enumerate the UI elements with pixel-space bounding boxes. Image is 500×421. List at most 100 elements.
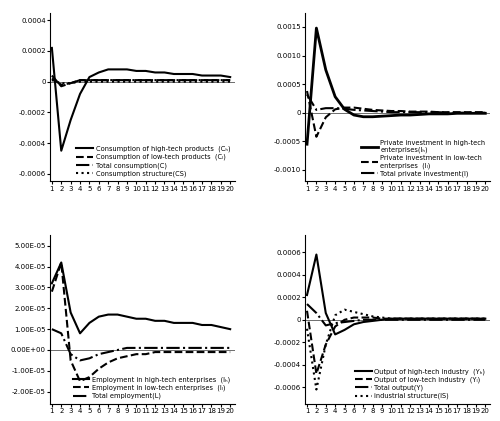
Total private investment(I) [360,108,366,113]
Consumption structure(CS) [58,81,64,86]
Consumption of low-tech products  (Cₗ) [152,77,158,83]
Output of high-tech industry  (Yₕ) [304,293,310,298]
Consumption structure(CS) [96,79,102,84]
Employment in low-tech enterprises  (lₗ) [124,354,130,359]
Private investment in low-tech
enterprises  (Iₗ) [360,106,366,111]
Consumption of high-tech products  (Cₕ) [77,91,83,96]
Total consumption(C) [227,77,233,83]
Total consumption(C) [152,77,158,83]
Consumption of high-tech products  (Cₕ) [49,45,55,51]
Employment in high-tech enterprises  (lₕ) [152,318,158,323]
Consumption structure(CS) [218,79,224,84]
Total private investment(I) [351,107,357,112]
Private investment in high-tech
enterprises(Iₕ) [332,94,338,99]
Line: Employment in high-tech enterprises  (lₕ): Employment in high-tech enterprises (lₕ) [52,262,230,333]
Total output(Y) [379,317,385,322]
Output of low-tech industry  (Yₗ) [304,308,310,313]
Private investment in low-tech
enterprises  (Iₗ) [388,109,394,114]
Total output(Y) [416,317,422,322]
Total private investment(I) [407,109,413,115]
Employment in high-tech enterprises  (lₕ) [49,281,55,286]
industrial structure(IS) [426,316,432,321]
Consumption of low-tech products  (Cₗ) [105,77,111,83]
Total private investment(I) [342,106,347,111]
Private investment in low-tech
enterprises  (Iₗ) [304,88,310,93]
Private investment in high-tech
enterprises(Iₕ) [464,111,469,116]
Total employment(L) [171,345,177,350]
Employment in low-tech enterprises  (lₗ) [171,349,177,354]
Private investment in high-tech
enterprises(Iₕ) [314,26,320,31]
Output of high-tech industry  (Yₕ) [426,316,432,321]
Consumption structure(CS) [152,79,158,84]
Total consumption(C) [190,77,196,83]
Total consumption(C) [208,77,214,83]
Output of low-tech industry  (Yₗ) [342,317,347,322]
Consumption structure(CS) [77,79,83,84]
Total output(Y) [332,321,338,326]
Line: industrial structure(IS): industrial structure(IS) [307,310,486,389]
Private investment in low-tech
enterprises  (Iₗ) [407,109,413,114]
Total employment(L) [199,345,205,350]
Line: Total consumption(C): Total consumption(C) [52,79,230,85]
Consumption of low-tech products  (Cₗ) [134,77,140,83]
Employment in high-tech enterprises  (lₕ) [180,320,186,325]
Consumption structure(CS) [180,79,186,84]
Output of high-tech industry  (Yₕ) [473,316,479,321]
Total consumption(C) [68,81,73,86]
Employment in high-tech enterprises  (lₕ) [114,312,120,317]
Consumption of high-tech products  (Cₕ) [162,70,168,75]
Employment in low-tech enterprises  (lₗ) [162,349,168,354]
Private investment in low-tech
enterprises  (Iₗ) [473,109,479,115]
Output of low-tech industry  (Yₗ) [426,316,432,321]
Output of high-tech industry  (Yₕ) [342,328,347,333]
Total output(Y) [436,317,442,322]
Employment in low-tech enterprises  (lₗ) [208,349,214,354]
Employment in low-tech enterprises  (lₗ) [96,366,102,371]
Employment in low-tech enterprises  (lₗ) [199,349,205,354]
Employment in low-tech enterprises  (lₗ) [180,349,186,354]
Employment in low-tech enterprises  (lₗ) [68,358,73,363]
Consumption of high-tech products  (Cₕ) [114,67,120,72]
industrial structure(IS) [407,316,413,321]
Consumption of low-tech products  (Cₗ) [218,77,224,83]
Total consumption(C) [162,77,168,83]
Total consumption(C) [49,76,55,81]
Output of low-tech industry  (Yₗ) [445,316,451,321]
Total private investment(I) [445,110,451,115]
Employment in low-tech enterprises  (lₗ) [190,349,196,354]
Employment in low-tech enterprises  (lₗ) [86,375,92,380]
Consumption of low-tech products  (Cₗ) [77,77,83,83]
Employment in high-tech enterprises  (lₕ) [96,314,102,319]
Output of high-tech industry  (Yₕ) [464,316,469,321]
Private investment in high-tech
enterprises(Iₕ) [323,67,329,72]
Total consumption(C) [105,77,111,83]
Total employment(L) [68,352,73,357]
Output of high-tech industry  (Yₕ) [398,316,404,321]
Total output(Y) [388,317,394,322]
Private investment in high-tech
enterprises(Iₕ) [388,113,394,118]
Output of low-tech industry  (Yₗ) [388,316,394,321]
Employment in high-tech enterprises  (lₕ) [227,327,233,332]
Employment in low-tech enterprises  (lₗ) [114,356,120,361]
Total private investment(I) [304,92,310,97]
Consumption of high-tech products  (Cₕ) [199,73,205,78]
Total output(Y) [464,317,469,322]
Total consumption(C) [86,77,92,83]
Consumption of low-tech products  (Cₗ) [171,77,177,83]
Consumption of high-tech products  (Cₕ) [218,73,224,78]
Output of low-tech industry  (Yₗ) [370,315,376,320]
Total output(Y) [473,317,479,322]
Employment in high-tech enterprises  (lₕ) [171,320,177,325]
industrial structure(IS) [464,316,469,321]
Private investment in low-tech
enterprises  (Iₗ) [379,108,385,113]
Private investment in low-tech
enterprises  (Iₗ) [454,109,460,115]
Total employment(L) [180,345,186,350]
Consumption of high-tech products  (Cₕ) [180,72,186,77]
Consumption structure(CS) [124,79,130,84]
Employment in high-tech enterprises  (lₕ) [208,322,214,328]
Output of high-tech industry  (Yₕ) [332,332,338,337]
industrial structure(IS) [436,316,442,321]
Total consumption(C) [58,82,64,87]
Consumption of low-tech products  (Cₗ) [86,77,92,83]
Total private investment(I) [388,109,394,115]
